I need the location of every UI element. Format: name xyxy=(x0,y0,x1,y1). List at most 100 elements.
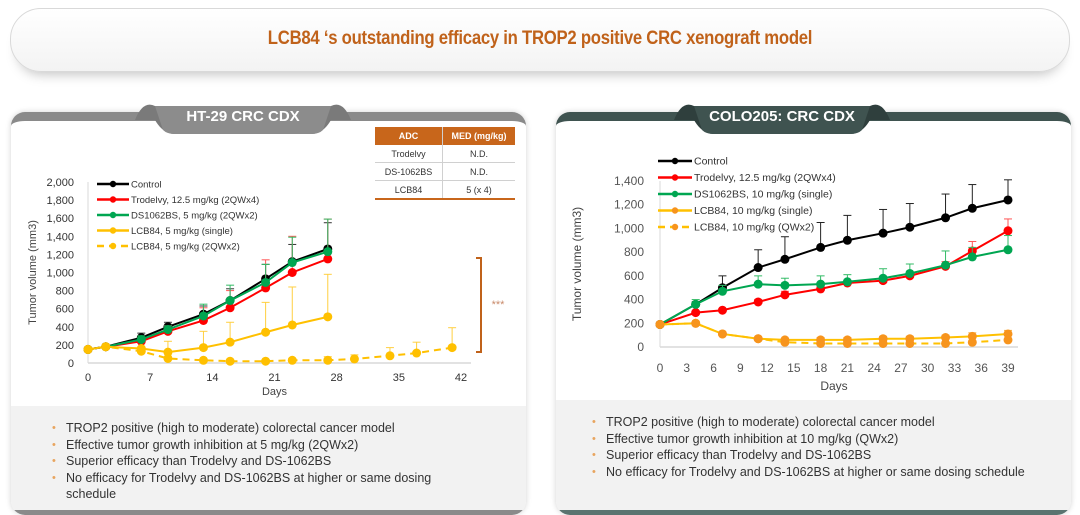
series-2 xyxy=(655,235,1013,329)
data-point xyxy=(753,263,763,273)
x-tick-label: 21 xyxy=(841,361,855,375)
legend-label: Trodelvy, 12.5 mg/kg (2QWx4) xyxy=(694,172,836,184)
data-point xyxy=(323,247,333,257)
x-tick-label: 30 xyxy=(921,361,935,375)
data-point xyxy=(163,353,173,363)
series-line xyxy=(659,322,1009,341)
legend-label: Trodelvy, 12.5 mg/kg (2QWx4) xyxy=(131,195,259,206)
data-point xyxy=(1003,226,1013,236)
data-point xyxy=(878,338,888,348)
data-point xyxy=(780,254,790,264)
bullet-item: Effective tumor growth inhibition at 5 m… xyxy=(52,437,432,454)
ribbon-shape xyxy=(674,104,890,134)
legend-item: Control xyxy=(97,180,162,191)
x-tick-label: 21 xyxy=(268,372,280,384)
legend-label: Control xyxy=(131,180,162,191)
data-point xyxy=(198,355,208,365)
data-point xyxy=(842,235,852,245)
y-tick-label: 800 xyxy=(624,245,644,259)
legend-item: LCB84, 10 mg/kg (QWx2) xyxy=(658,222,814,234)
legend-marker xyxy=(671,157,679,165)
data-point xyxy=(905,222,915,232)
x-tick-label: 6 xyxy=(710,361,717,375)
bullet-item: Superior efficacy than Trodelvy and DS-1… xyxy=(592,447,1052,464)
data-point xyxy=(412,348,422,358)
y-tick-label: 1,800 xyxy=(46,195,74,207)
bullet-item: TROP2 positive (high to moderate) colore… xyxy=(592,414,1052,431)
med-table-cell: N.D. xyxy=(442,162,515,181)
data-point xyxy=(717,286,727,296)
data-point xyxy=(261,327,271,337)
data-point xyxy=(878,228,888,238)
med-table: ADC MED (mg/kg) Trodelvy N.D. DS-1062BS … xyxy=(375,127,515,200)
data-point xyxy=(385,351,395,361)
data-point xyxy=(842,338,852,348)
data-point xyxy=(753,279,763,289)
y-tick-label: 800 xyxy=(56,286,74,298)
y-tick-label: 1,400 xyxy=(46,231,74,243)
legend-marker xyxy=(671,190,679,198)
med-table-header: ADC MED (mg/kg) xyxy=(375,127,515,145)
legend-marker xyxy=(109,227,117,234)
legend-item: LCB84, 10 mg/kg (single) xyxy=(658,205,812,217)
legend-label: LCB84, 10 mg/kg (QWx2) xyxy=(694,222,814,234)
data-point xyxy=(323,355,333,365)
y-axis-label: Tumor volume (mm3) xyxy=(570,207,584,321)
legend-marker xyxy=(109,196,117,203)
med-table-header-med: MED (mg/kg) xyxy=(442,127,515,145)
legend-marker xyxy=(671,207,679,214)
y-tick-label: 1,200 xyxy=(614,198,644,212)
data-point xyxy=(198,311,208,321)
legend-item: LCB84, 5 mg/kg (2QWx2) xyxy=(97,242,240,253)
legend-marker xyxy=(109,211,117,219)
x-tick-label: 33 xyxy=(948,361,962,375)
data-point xyxy=(780,280,790,290)
data-point xyxy=(101,342,111,352)
med-table-cell: DS-1062BS xyxy=(375,162,443,181)
data-point xyxy=(780,337,790,347)
data-point xyxy=(905,338,915,348)
ht29-bullets: TROP2 positive (high to moderate) colore… xyxy=(52,420,432,503)
med-table-row: Trodelvy N.D. xyxy=(375,145,515,163)
title-banner: LCB84 ‘s outstanding efficacy in TROP2 p… xyxy=(10,8,1070,72)
legend-label: DS1062BS, 10 mg/kg (single) xyxy=(694,189,832,201)
x-tick-label: 14 xyxy=(206,372,218,384)
page-title: LCB84 ‘s outstanding efficacy in TROP2 p… xyxy=(267,28,813,49)
x-tick-label: 39 xyxy=(1001,361,1015,375)
x-tick-label: 42 xyxy=(455,372,467,384)
y-tick-label: 200 xyxy=(624,316,644,330)
bullet-item: Superior efficacy than Trodelvy and DS-1… xyxy=(52,453,432,470)
legend-label: LCB84, 5 mg/kg (2QWx2) xyxy=(131,242,240,253)
med-table-header-adc: ADC xyxy=(375,127,443,145)
data-point xyxy=(323,254,333,264)
data-point xyxy=(753,297,763,307)
data-point xyxy=(136,346,146,356)
colo205-tab: COLO205: CRC CDX xyxy=(674,100,890,134)
data-point xyxy=(842,277,852,287)
data-point xyxy=(261,356,271,366)
data-point xyxy=(816,279,826,289)
data-point xyxy=(136,334,146,344)
x-tick-label: 36 xyxy=(975,361,989,375)
data-point xyxy=(163,347,173,357)
med-table-cell: 5 (x 4) xyxy=(442,180,515,200)
data-point xyxy=(447,343,457,353)
data-point xyxy=(163,325,173,335)
med-table-cell: Trodelvy xyxy=(375,145,443,163)
data-point xyxy=(691,299,701,309)
y-tick-label: 2,000 xyxy=(46,177,74,189)
legend-item: Control xyxy=(658,156,728,168)
data-point xyxy=(878,273,888,283)
data-point xyxy=(780,290,790,300)
legend-label: LCB84, 10 mg/kg (single) xyxy=(694,205,812,217)
y-tick-label: 200 xyxy=(56,340,74,352)
legend-marker xyxy=(671,174,679,181)
data-point xyxy=(225,356,235,366)
data-point xyxy=(225,296,235,306)
series-4 xyxy=(655,318,1013,348)
x-tick-label: 9 xyxy=(737,361,744,375)
legend-label: DS1062BS, 5 mg/kg (2QWx2) xyxy=(131,211,258,222)
data-point xyxy=(717,305,727,315)
data-point xyxy=(225,337,235,347)
